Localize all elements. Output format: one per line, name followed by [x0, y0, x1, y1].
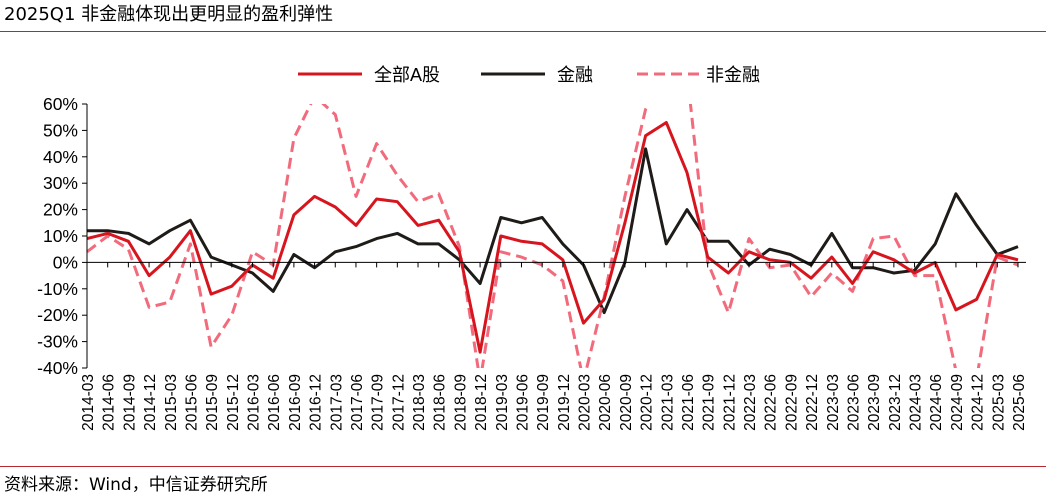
x-tick-label: 2017-09	[370, 374, 387, 431]
line-chart: 全部A股 金融 非金融 60% 50% 40% 30% 20% 10% 0% -10% -20% -3…	[37, 65, 1028, 431]
x-tick-label: 2018-09	[452, 374, 469, 431]
legend: 全部A股 金融 非金融	[298, 65, 760, 85]
x-tick-label: 2024-09	[949, 374, 966, 431]
y-tick-label: 30%	[43, 173, 78, 193]
x-tick-label: 2021-06	[680, 374, 697, 431]
x-tick-label: 2024-06	[928, 374, 945, 431]
x-tick-label: 2016-03	[246, 374, 263, 431]
x-tick-label: 2016-06	[266, 374, 283, 431]
x-tick-label: 2018-12	[473, 374, 490, 431]
y-tick-label: 10%	[43, 226, 78, 246]
legend-label-2: 非金融	[706, 65, 760, 85]
y-tick-label: -10%	[37, 279, 78, 299]
x-tick-label: 2014-09	[121, 374, 138, 431]
x-tick-label: 2015-03	[163, 374, 180, 431]
x-tick-label: 2018-06	[432, 374, 449, 431]
bottom-divider	[0, 466, 1046, 467]
x-tick-label: 2022-03	[742, 374, 759, 431]
x-tick-label: 2016-12	[308, 374, 325, 431]
x-tick-label: 2020-12	[639, 374, 656, 431]
x-tick-label: 2015-06	[183, 374, 200, 431]
x-tick-label: 2022-09	[783, 374, 800, 431]
x-tick-label: 2015-12	[225, 374, 242, 431]
x-tick-label: 2020-06	[597, 374, 614, 431]
x-tick-label: 2025-06	[1011, 374, 1028, 431]
series-line-0	[86, 121, 1019, 354]
x-tick-label: 2017-06	[349, 374, 366, 431]
y-tick-label: -40%	[37, 358, 78, 378]
x-tick-label: 2022-06	[763, 374, 780, 431]
x-tick-label: 2020-09	[618, 374, 635, 431]
x-tick-label: 2021-03	[659, 374, 676, 431]
chart-title: 2025Q1 非金融体现出更明显的盈利弹性	[4, 4, 334, 25]
x-tick-label: 2023-09	[866, 374, 883, 431]
top-divider	[0, 31, 1046, 32]
legend-label-1: 金融	[557, 65, 593, 85]
y-tick-label: -30%	[37, 332, 78, 352]
x-tick-label: 2019-09	[535, 374, 552, 431]
x-tick-label: 2024-03	[908, 374, 925, 431]
x-tick-label: 2023-06	[845, 374, 862, 431]
x-tick-label: 2022-12	[804, 374, 821, 431]
series-layer	[86, 104, 1019, 368]
x-tick-label: 2021-09	[701, 374, 718, 431]
y-tick-label: 60%	[43, 94, 78, 114]
axes: 60%50%40%30%20%10%0%-10%-20%-30%-40%2014…	[37, 94, 1028, 431]
x-tick-label: 2016-09	[287, 374, 304, 431]
x-tick-label: 2014-12	[142, 374, 159, 431]
y-tick-label: 20%	[43, 200, 78, 220]
x-tick-label: 2025-03	[990, 374, 1007, 431]
x-tick-label: 2019-12	[556, 374, 573, 431]
x-tick-label: 2014-03	[80, 374, 97, 431]
x-tick-label: 2023-12	[887, 374, 904, 431]
y-tick-label: 40%	[43, 147, 78, 167]
x-tick-label: 2020-03	[577, 374, 594, 431]
x-tick-label: 2017-03	[328, 374, 345, 431]
source-note: 资料来源：Wind，中信证券研究所	[4, 475, 268, 495]
x-tick-label: 2019-03	[494, 374, 511, 431]
x-tick-label: 2019-06	[514, 374, 531, 431]
x-tick-label: 2018-03	[411, 374, 428, 431]
y-tick-label: -20%	[37, 305, 78, 325]
x-tick-label: 2015-09	[204, 374, 221, 431]
y-tick-label: 50%	[43, 120, 78, 140]
x-tick-label: 2024-12	[970, 374, 987, 431]
y-tick-label: 0%	[53, 252, 78, 272]
x-tick-label: 2021-12	[721, 374, 738, 431]
legend-label-0: 全部A股	[374, 65, 440, 85]
series-line-2	[86, 104, 1019, 368]
x-tick-label: 2023-03	[825, 374, 842, 431]
x-tick-label: 2017-12	[390, 374, 407, 431]
x-tick-label: 2014-06	[101, 374, 118, 431]
